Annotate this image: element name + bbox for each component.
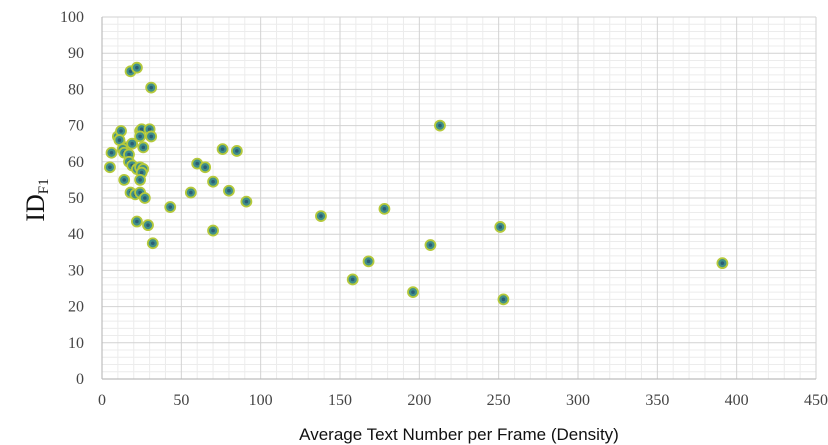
- data-point: [424, 239, 437, 251]
- data-point: [131, 61, 143, 74]
- data-point: [126, 137, 139, 150]
- y-tick-label: 100: [60, 9, 84, 26]
- x-tick-label: 50: [173, 392, 189, 409]
- data-point: [105, 146, 118, 159]
- data-point: [230, 145, 243, 157]
- y-tick-label: 10: [68, 335, 84, 352]
- data-point: [407, 286, 419, 299]
- data-point: [146, 237, 159, 250]
- axes: [101, 17, 816, 380]
- y-axis-title-main: ID: [21, 194, 50, 221]
- data-point: [207, 175, 219, 188]
- data-point: [142, 219, 154, 232]
- x-axis-title: Average Text Number per Frame (Density): [299, 425, 619, 444]
- data-point: [131, 215, 143, 228]
- data-point: [134, 173, 146, 186]
- x-tick-label: 300: [566, 392, 590, 409]
- data-point: [240, 195, 253, 208]
- grid: [101, 16, 817, 380]
- y-axis-title: IDF1: [21, 178, 52, 221]
- data-point: [145, 81, 158, 94]
- data-point: [362, 255, 375, 268]
- data-point: [207, 224, 219, 237]
- x-tick-label: 100: [249, 392, 273, 409]
- x-tick-label: 400: [725, 392, 749, 409]
- data-point: [346, 273, 359, 286]
- data-point: [145, 130, 158, 143]
- y-tick-label: 80: [68, 81, 84, 98]
- data-point: [434, 119, 446, 132]
- data-point: [716, 257, 729, 270]
- data-point: [315, 210, 327, 223]
- y-tick-label: 40: [68, 226, 84, 243]
- data-point: [104, 161, 116, 174]
- data-point: [118, 173, 131, 186]
- y-tick-label: 50: [68, 190, 84, 207]
- data-point: [137, 141, 150, 154]
- y-tick-label: 90: [68, 45, 84, 62]
- y-tick-label: 60: [68, 154, 84, 171]
- data-point: [216, 143, 229, 156]
- x-tick-label: 250: [487, 392, 511, 409]
- data-point: [134, 130, 146, 143]
- data-point: [223, 184, 235, 197]
- data-points: [104, 61, 729, 306]
- y-tick-label: 20: [68, 299, 84, 316]
- y-tick-label: 30: [68, 262, 84, 279]
- y-tick-label: 70: [68, 118, 84, 135]
- data-point: [497, 293, 510, 306]
- x-tick-label: 200: [407, 392, 431, 409]
- y-tick-label: 0: [76, 371, 84, 388]
- tick-labels: 0 50 100 150 200 250 300 350 400 450 0 10 20 30 40 50 60…: [60, 9, 828, 409]
- data-point: [184, 186, 197, 199]
- x-tick-label: 0: [98, 392, 106, 409]
- data-point: [378, 202, 391, 215]
- y-axis-title-subscript: F1: [36, 178, 52, 194]
- data-point: [494, 221, 507, 233]
- x-tick-label: 150: [328, 392, 352, 409]
- data-point: [138, 192, 151, 204]
- data-point: [164, 201, 177, 213]
- data-point: [199, 161, 212, 174]
- x-tick-label: 450: [804, 392, 828, 409]
- x-tick-label: 350: [645, 392, 669, 409]
